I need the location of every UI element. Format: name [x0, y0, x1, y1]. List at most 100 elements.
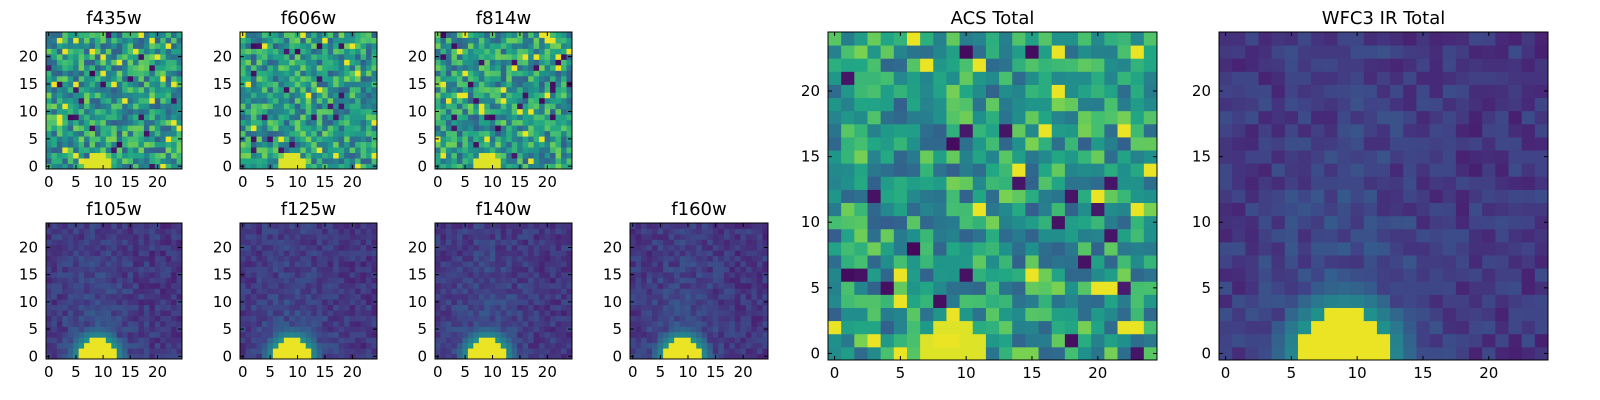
heatmap-cell	[500, 315, 507, 322]
heatmap-cell	[46, 97, 52, 104]
heatmap-cell	[338, 130, 345, 137]
heatmap-cell	[756, 353, 763, 360]
heatmap-cell	[893, 281, 908, 295]
heatmap-cell	[511, 304, 518, 311]
heatmap-cell	[305, 37, 312, 44]
heatmap-cell	[300, 271, 307, 278]
heatmap-cell	[56, 244, 63, 251]
heatmap-cell	[256, 70, 263, 77]
heatmap-cell	[500, 141, 507, 148]
heatmap-cell	[333, 147, 340, 154]
heatmap-cell	[440, 304, 447, 311]
heatmap-cell	[462, 277, 469, 284]
heatmap-cell	[561, 32, 567, 38]
heatmap-cell	[484, 288, 491, 295]
heatmap-cell	[506, 147, 513, 154]
heatmap-cell	[127, 70, 134, 77]
heatmap-cell	[668, 228, 675, 235]
heatmap-cell	[544, 103, 551, 110]
heatmap-cell	[517, 304, 524, 311]
heatmap-cell	[338, 282, 345, 289]
heatmap-cell	[283, 103, 290, 110]
heatmap-cell	[261, 348, 268, 355]
heatmap-cell	[533, 86, 540, 93]
heatmap-cell	[456, 48, 463, 55]
heatmap-cell	[517, 64, 524, 71]
heatmap-cell	[355, 147, 362, 154]
heatmap-cell	[300, 64, 307, 71]
heatmap-cell	[154, 130, 161, 137]
heatmap-cell	[550, 103, 557, 110]
heatmap-cell	[528, 119, 535, 126]
heatmap-cell	[73, 271, 80, 278]
heatmap-cell	[322, 293, 329, 300]
heatmap-cell	[165, 299, 172, 306]
heatmap-cell	[751, 353, 758, 360]
heatmap-cell	[701, 244, 708, 251]
heatmap-cell	[149, 32, 156, 38]
heatmap-cell	[360, 152, 367, 159]
heatmap-cell	[522, 353, 529, 360]
heatmap-cell	[56, 114, 63, 121]
heatmap-cell	[122, 92, 129, 99]
heatmap-cell	[696, 353, 703, 360]
heatmap-cell	[154, 261, 161, 267]
heatmap-cell	[278, 53, 285, 60]
heatmap-cell	[327, 299, 334, 306]
heatmap-cell	[641, 271, 648, 278]
heatmap-cell	[366, 337, 372, 344]
heatmap-cell	[160, 114, 167, 121]
heatmap-cell	[294, 277, 301, 284]
heatmap-cell	[435, 125, 441, 132]
heatmap-cell	[751, 239, 758, 246]
heatmap-cell	[333, 53, 340, 60]
heatmap-cell	[360, 331, 367, 338]
heatmap-cell	[289, 42, 296, 49]
heatmap-cell	[105, 108, 112, 115]
heatmap-cell	[456, 81, 463, 88]
heatmap-cell	[566, 125, 573, 132]
heatmap-cell	[111, 282, 118, 289]
heatmap-cell	[506, 64, 513, 71]
heatmap-cell	[506, 299, 513, 306]
heatmap-cell	[566, 337, 573, 344]
heatmap-cell	[360, 147, 367, 154]
heatmap-cell	[105, 293, 112, 300]
heatmap-cell	[160, 152, 167, 159]
heatmap-cell	[176, 130, 183, 137]
heatmap-cell	[67, 141, 74, 148]
heatmap-cell	[828, 228, 842, 243]
heatmap-cell	[371, 228, 378, 235]
heatmap-cell	[305, 299, 312, 306]
heatmap-cell	[311, 228, 318, 235]
heatmap-cell	[539, 282, 546, 289]
heatmap-cell	[723, 353, 730, 360]
heatmap-cell	[462, 250, 469, 257]
heatmap-cell	[473, 293, 480, 300]
heatmap-cell	[451, 250, 458, 257]
heatmap-cell	[133, 81, 139, 88]
heatmap-cell	[641, 310, 648, 316]
heatmap-cell	[484, 158, 491, 164]
heatmap-cell	[880, 255, 895, 269]
heatmap-cell	[149, 97, 156, 104]
heatmap-cell	[78, 103, 85, 110]
heatmap-cell	[51, 250, 58, 257]
heatmap-cell	[261, 250, 268, 257]
heatmap-cell	[138, 288, 145, 295]
heatmap-cell	[734, 250, 741, 257]
heatmap-cell	[133, 299, 139, 306]
heatmap-cell	[300, 304, 307, 311]
heatmap-cell	[500, 255, 507, 262]
heatmap-cell	[751, 315, 758, 322]
heatmap-cell	[149, 64, 156, 71]
heatmap-cell	[149, 119, 156, 126]
heatmap-cell	[327, 331, 334, 338]
heatmap-cell	[946, 320, 961, 335]
heatmap-cell	[528, 32, 535, 38]
heatmap-cell	[729, 282, 736, 289]
heatmap-cell	[718, 255, 725, 262]
heatmap-cell	[283, 304, 290, 311]
heatmap-cell	[149, 114, 156, 121]
